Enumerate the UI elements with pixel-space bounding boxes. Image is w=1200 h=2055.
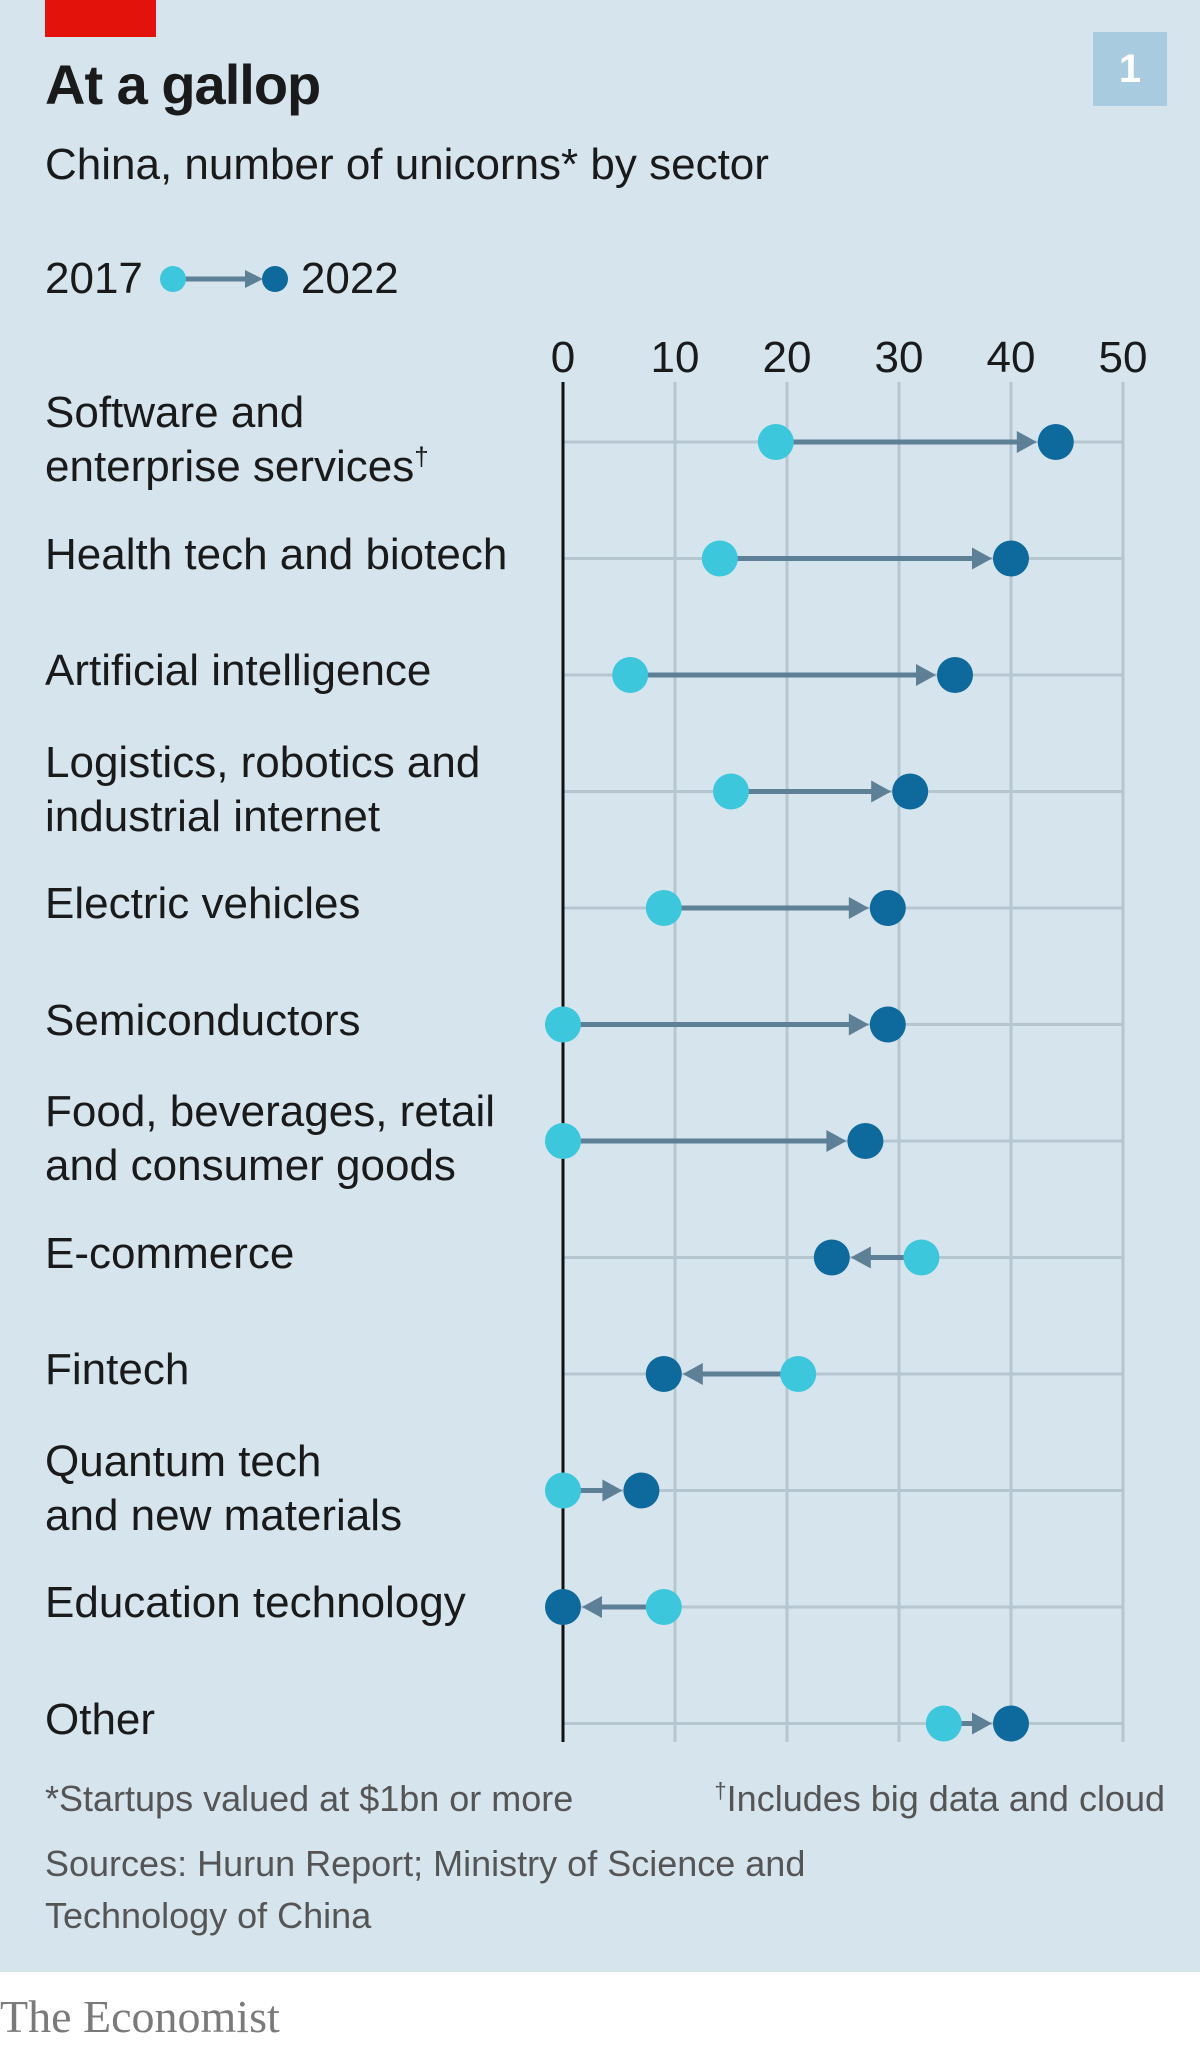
row-label-line: Electric vehicles (45, 879, 361, 928)
dot-2017 (713, 773, 749, 810)
x-tick-label: 10 (651, 340, 700, 382)
dot-2022 (869, 890, 906, 926)
row-label: Semiconductors (45, 994, 360, 1048)
dot-2022 (993, 540, 1029, 577)
dot-2017 (545, 1123, 581, 1159)
dot-2017 (903, 1239, 940, 1276)
legend-dot-2022 (261, 266, 288, 292)
row-label-line: enterprise services† (45, 441, 429, 491)
dot-2017 (612, 657, 649, 693)
change-arrow-head (826, 1130, 847, 1152)
dot-2022 (623, 1472, 660, 1509)
row-label: Logistics, robotics and industrial intern… (45, 736, 480, 844)
legend-label-2022: 2022 (300, 254, 399, 303)
row-label-line: Food, beverages, retail (45, 1087, 496, 1136)
row-label-line: Semiconductors (45, 995, 361, 1045)
legend-arrow-head (244, 270, 263, 288)
row-label-line: Logistics, robotics and (45, 737, 481, 787)
change-arrow-head (871, 780, 892, 803)
dot-2022 (1037, 424, 1074, 460)
dot-2017 (645, 890, 682, 926)
legend: 2017 2022 (45, 252, 399, 306)
footnote-dagger-text: Includes big data and cloud (726, 1778, 1165, 1819)
change-arrow-head (850, 1246, 871, 1269)
change-arrow-head (602, 1479, 623, 1502)
dot-2017 (545, 1006, 581, 1043)
dot-2017 (925, 1705, 962, 1742)
dot-2017 (645, 1589, 682, 1625)
row-label: Software and enterprise services† (45, 386, 429, 494)
x-tick-label: 30 (875, 340, 924, 382)
row-label-line: E-commerce (45, 1228, 295, 1278)
legend-label-2017: 2017 (45, 254, 143, 303)
row-label-line: Other (45, 1694, 156, 1744)
dot-2022 (545, 1589, 581, 1625)
row-label-line: Fintech (45, 1345, 190, 1394)
brand-red-tag (45, 0, 156, 37)
chart-subtitle: China, number of unicorns* by sector (45, 140, 769, 189)
x-tick-label: 50 (1099, 340, 1148, 382)
dagger-mark: † (714, 1778, 727, 1803)
row-label: E-commerce (45, 1227, 294, 1281)
change-arrow-head (848, 1013, 869, 1036)
dot-2017 (757, 424, 794, 460)
chart-panel: 1 At a gallop China, number of unicorns*… (0, 0, 1200, 1972)
dot-2022 (993, 1705, 1029, 1742)
change-arrow-head (1016, 431, 1037, 453)
chart-title: At a gallop (45, 53, 321, 116)
change-arrow-head (972, 1712, 992, 1735)
source-note: Sources: Hurun Report; Ministry of Scien… (45, 1843, 806, 1936)
change-arrow-head (682, 1363, 703, 1385)
row-label: Artificial intelligence (45, 644, 431, 698)
dumbbell-plot: 0 10 20 30 40 50 (545, 340, 1148, 1742)
row-label: Fintech (45, 1343, 189, 1397)
dot-2017 (701, 540, 738, 577)
dot-2022 (869, 1006, 906, 1043)
dot-2022 (892, 773, 929, 810)
x-tick-label: 40 (987, 340, 1036, 382)
row-label-line: Quantum tech (45, 1436, 322, 1486)
change-arrow-head (582, 1596, 602, 1618)
dot-2017 (780, 1356, 817, 1392)
row-label-line: Artificial intelligence (45, 646, 432, 695)
change-arrow-head (848, 897, 869, 919)
row-label: Education technology (45, 1576, 466, 1630)
economist-logo-text: The Economist (0, 1991, 280, 2042)
row-label-line: Health tech and biotech (45, 529, 508, 579)
dot-2017 (545, 1472, 581, 1509)
dot-2022 (813, 1239, 850, 1276)
dagger-mark: † (414, 441, 429, 472)
row-label-line: industrial internet (45, 791, 381, 841)
row-label: Electric vehicles (45, 877, 360, 931)
row-label: Quantum tech and new materials (45, 1435, 402, 1543)
footnote-star: *Startups valued at $1bn or more (45, 1778, 574, 1819)
footnote-dagger: †Includes big data and cloud (714, 1778, 1165, 1820)
x-tick-label: 20 (763, 340, 812, 382)
change-arrow-head (916, 664, 936, 686)
row-label-line: and consumer goods (45, 1141, 456, 1190)
legend-arrow-icon (159, 266, 288, 292)
row-label: Health tech and biotech (45, 528, 507, 582)
dot-2022 (937, 657, 973, 693)
row-label-line: and new materials (45, 1490, 403, 1540)
row-label-line: Software and (45, 388, 305, 437)
dot-2022 (847, 1123, 884, 1159)
x-tick-label: 0 (551, 340, 575, 382)
row-label: Food, beverages, retail and consumer good… (45, 1085, 495, 1193)
footnotes: *Startups valued at $1bn or more †Includ… (45, 1778, 1165, 1820)
dot-2022 (645, 1356, 682, 1392)
legend-dot-2017 (159, 266, 186, 292)
row-label: Other (45, 1693, 155, 1747)
row-label-line: Education technology (45, 1578, 466, 1627)
change-arrow-head (972, 547, 992, 570)
chart-number-badge: 1 (1093, 32, 1167, 106)
